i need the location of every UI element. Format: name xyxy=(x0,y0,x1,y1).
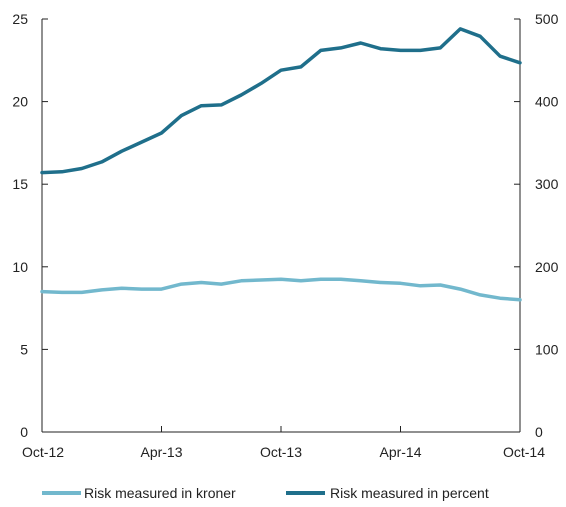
left-tick-label: 5 xyxy=(20,341,28,357)
right-tick-label: 400 xyxy=(535,94,559,110)
right-axis-ticks: 0 100 200 300 400 500 xyxy=(514,11,559,440)
right-tick-label: 0 xyxy=(535,424,543,440)
x-tick-label: Apr-13 xyxy=(140,444,182,460)
x-tick-label: Oct-14 xyxy=(503,444,545,460)
left-tick-label: 10 xyxy=(12,259,28,275)
x-tick-label: Apr-14 xyxy=(379,444,421,460)
x-tick-label: Oct-12 xyxy=(22,444,64,460)
right-tick-label: 300 xyxy=(535,176,559,192)
x-axis-ticks: Oct-12 Apr-13 Oct-13 Apr-14 Oct-14 xyxy=(22,426,545,460)
series-line-2 xyxy=(40,27,522,175)
right-tick-label: 500 xyxy=(535,11,559,27)
legend: Risk measured in kroner Risk measured in … xyxy=(42,485,489,501)
left-tick-label: 20 xyxy=(12,94,28,110)
left-tick-label: 25 xyxy=(12,11,28,27)
series-line-1 xyxy=(40,277,522,302)
axes xyxy=(41,19,521,433)
legend-label-2: Risk measured in percent xyxy=(330,485,489,501)
legend-label-1: Risk measured in kroner xyxy=(84,485,236,501)
left-axis-ticks: 0 5 10 15 20 25 xyxy=(12,11,48,440)
series-lines xyxy=(40,27,522,302)
x-tick-label: Oct-13 xyxy=(260,444,302,460)
right-tick-label: 200 xyxy=(535,259,559,275)
left-tick-label: 0 xyxy=(20,424,28,440)
left-tick-label: 15 xyxy=(12,176,28,192)
right-tick-label: 100 xyxy=(535,341,559,357)
